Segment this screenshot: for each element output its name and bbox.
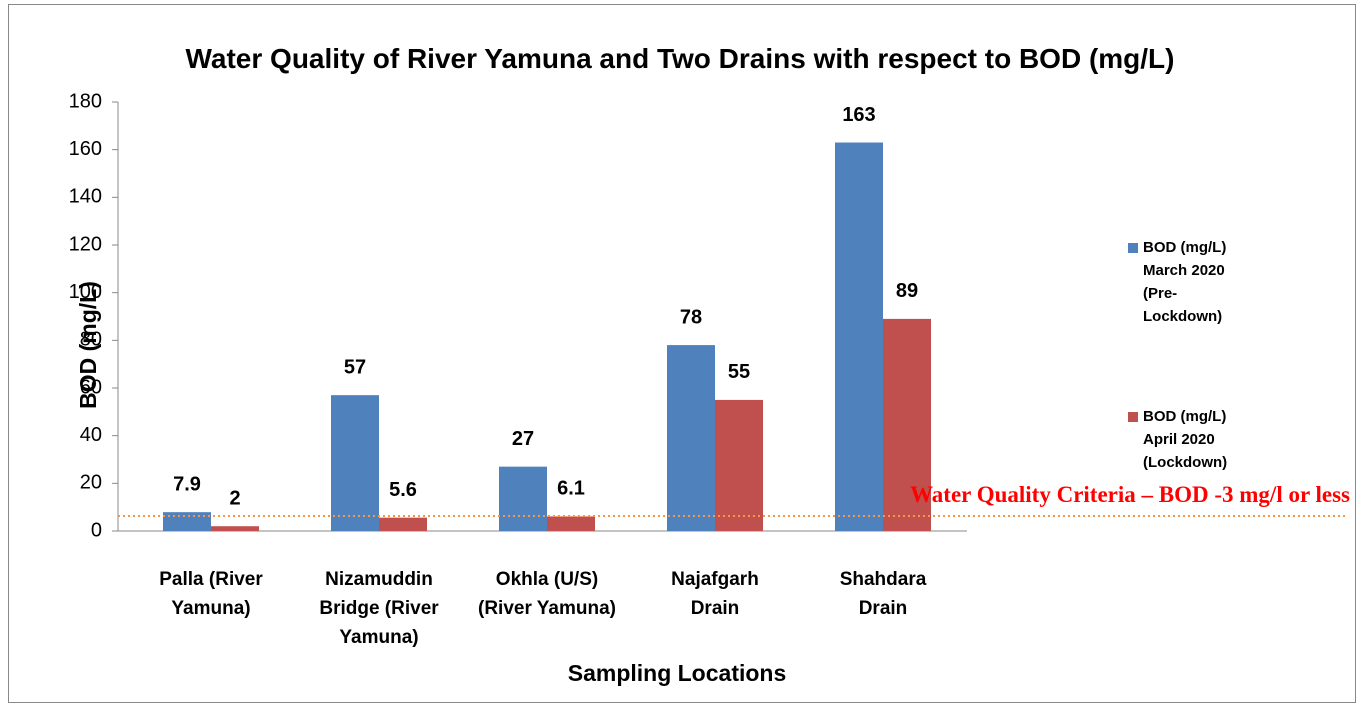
data-label: 27: [512, 428, 534, 450]
bar: [835, 142, 883, 531]
y-tick-label: 120: [69, 233, 102, 255]
y-tick-label: 0: [91, 519, 102, 541]
y-tick-label: 80: [80, 329, 102, 351]
legend-label: BOD (mg/L) March 2020 (Pre-Lockdown): [1143, 239, 1227, 325]
bar: [211, 526, 259, 531]
legend-swatch: [1128, 412, 1138, 422]
legend-label: BOD (mg/L) April 2020 (Lockdown): [1143, 408, 1228, 471]
chart-frame: [8, 4, 1356, 703]
x-tick-label: Najafgarh Drain: [671, 569, 759, 619]
y-tick-label: 20: [80, 472, 102, 494]
y-tick-label: 180: [69, 90, 102, 112]
x-tick-label: Okhla (U/S) (River Yamuna): [478, 569, 616, 619]
data-label: 89: [896, 280, 918, 302]
y-axis-title: BOD (mg/L): [75, 281, 101, 409]
data-label: 6.1: [557, 478, 585, 500]
y-tick-label: 160: [69, 138, 102, 160]
bar: [547, 516, 595, 531]
data-label: 163: [842, 104, 875, 126]
data-label: 5.6: [389, 479, 417, 501]
y-tick-label: 140: [69, 186, 102, 208]
bar: [379, 517, 427, 531]
bar: [331, 395, 379, 531]
legend-swatch: [1128, 243, 1138, 253]
y-tick-label: 60: [80, 376, 102, 398]
x-tick-label: Shahdara Drain: [839, 569, 927, 619]
data-label: 78: [680, 306, 702, 328]
annotation: Water Quality Criteria – BOD -3 mg/l or …: [910, 482, 1350, 507]
bar: [883, 318, 931, 531]
bar: [499, 466, 547, 531]
data-label: 57: [344, 356, 366, 378]
bar: [667, 345, 715, 531]
chart-title: Water Quality of River Yamuna and Two Dr…: [185, 43, 1175, 74]
y-tick-label: 40: [80, 424, 102, 446]
data-label: 7.9: [173, 473, 201, 495]
bar: [715, 399, 763, 531]
x-axis-title: Sampling Locations: [567, 660, 787, 686]
x-tick-label: Palla (River Yamuna): [159, 569, 263, 619]
x-tick-label: Nizamuddin Bridge (River Yamuna): [319, 569, 439, 648]
data-label: 55: [728, 361, 750, 383]
y-tick-label: 100: [69, 281, 102, 303]
data-label: 2: [229, 488, 240, 510]
